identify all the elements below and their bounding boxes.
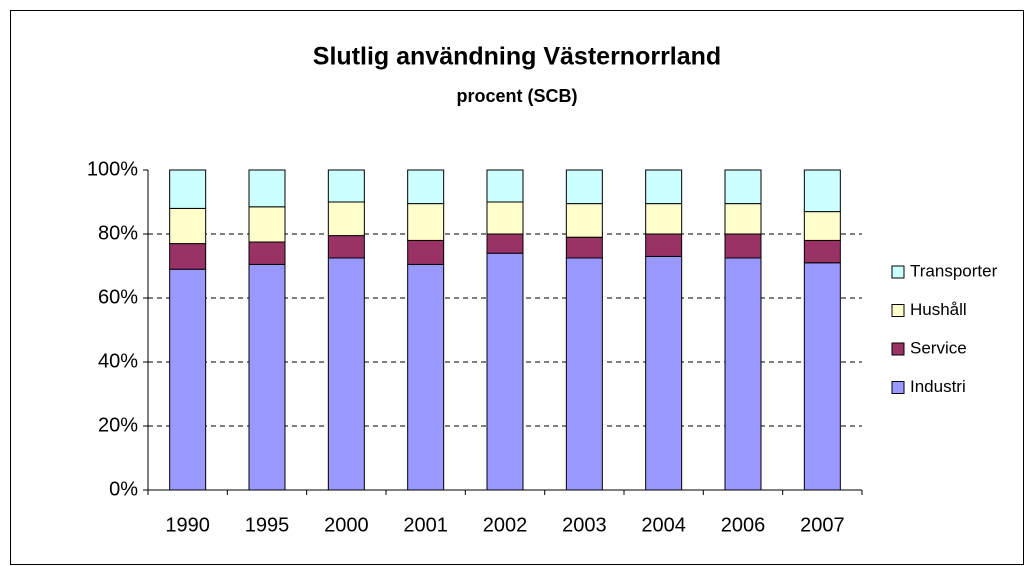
bar-segment bbox=[486, 252, 524, 491]
bar-segment bbox=[645, 255, 683, 491]
y-tick-label: 100% bbox=[87, 158, 138, 180]
x-tick-label: 2000 bbox=[324, 514, 369, 536]
bar-segment bbox=[645, 169, 683, 205]
bar-segment bbox=[565, 236, 603, 259]
bar-segment bbox=[803, 169, 841, 213]
x-tick-label: 2002 bbox=[483, 514, 528, 536]
bar-segment bbox=[327, 201, 365, 237]
legend-label: Service bbox=[910, 338, 967, 357]
bar-segment bbox=[169, 169, 207, 209]
legend-swatch bbox=[891, 304, 905, 317]
legend-label: Hushåll bbox=[910, 300, 967, 319]
legend-label: Transporter bbox=[910, 261, 998, 280]
y-tick-label: 60% bbox=[98, 286, 138, 308]
x-tick-label: 1995 bbox=[245, 514, 290, 536]
x-tick-label: 2004 bbox=[641, 514, 686, 536]
bar-segment bbox=[248, 263, 286, 491]
y-tick-label: 20% bbox=[98, 414, 138, 436]
bar-segment bbox=[169, 207, 207, 245]
legend-swatch bbox=[891, 265, 905, 279]
bar-segment bbox=[248, 206, 286, 243]
legend-label: Industri bbox=[910, 377, 966, 396]
bar-segment bbox=[407, 169, 445, 205]
chart-title: Slutlig användning Västernorrland bbox=[313, 43, 721, 71]
x-tick-label: 2003 bbox=[562, 514, 607, 536]
bar-segment bbox=[565, 203, 603, 238]
bar-segment bbox=[645, 233, 683, 257]
bar-segment bbox=[327, 169, 365, 203]
bar-segment bbox=[407, 239, 445, 265]
bar-segment bbox=[327, 235, 365, 259]
legend-swatch bbox=[891, 342, 905, 356]
bar-segment bbox=[248, 241, 286, 265]
y-tick-label: 40% bbox=[98, 350, 138, 372]
bar-segment bbox=[486, 233, 524, 254]
bar-segment bbox=[724, 233, 762, 259]
x-tick-label: 2006 bbox=[721, 514, 766, 536]
bar-segment bbox=[724, 257, 762, 491]
bar-segment bbox=[565, 169, 603, 205]
y-tick-label: 80% bbox=[98, 222, 138, 244]
bar-segment bbox=[565, 257, 603, 491]
bar-segment bbox=[407, 263, 445, 491]
bar-segment bbox=[248, 169, 286, 208]
legend-swatch bbox=[891, 381, 905, 394]
y-tick-label: 0% bbox=[109, 478, 138, 500]
bar-segment bbox=[724, 169, 762, 205]
bar-segment bbox=[169, 268, 207, 491]
bar-segment bbox=[803, 211, 841, 241]
bar-segment bbox=[803, 239, 841, 264]
bar-segment bbox=[724, 203, 762, 235]
bar-segment bbox=[486, 169, 524, 203]
bar-segment bbox=[486, 201, 524, 235]
x-tick-label: 1990 bbox=[165, 514, 210, 536]
x-tick-label: 2007 bbox=[800, 514, 845, 536]
x-tick-label: 2001 bbox=[403, 514, 448, 536]
chart-subtitle: procent (SCB) bbox=[457, 86, 578, 106]
bar-segment bbox=[645, 203, 683, 235]
bar-segment bbox=[169, 243, 207, 270]
bar-segment bbox=[407, 203, 445, 241]
bar-segment bbox=[327, 257, 365, 491]
bar-segment bbox=[803, 262, 841, 491]
